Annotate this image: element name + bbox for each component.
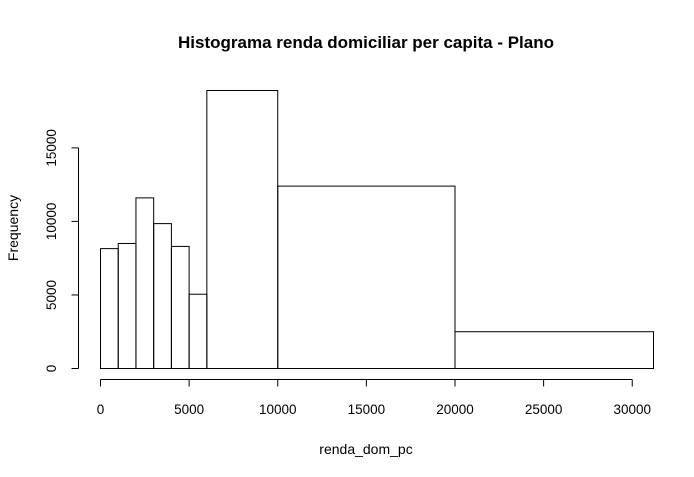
histogram-bar	[277, 185, 456, 369]
x-axis: 0 5000 10000 15000 20000 25000 30000	[97, 379, 651, 417]
x-tick-label: 5000	[174, 402, 204, 417]
histogram-bar	[100, 248, 119, 369]
histogram-bar	[153, 223, 172, 369]
x-tick-label: 20000	[436, 402, 474, 417]
histogram-bar	[170, 245, 190, 369]
histogram-bar	[188, 293, 208, 369]
y-tick-label: 5000	[44, 280, 59, 310]
y-tick-label: 0	[44, 365, 59, 373]
histogram-bars	[100, 90, 654, 369]
y-tick-label: 10000	[44, 203, 59, 241]
x-tick-label: 25000	[525, 402, 563, 417]
y-axis: 0 5000 10000 15000	[44, 129, 79, 372]
x-tick-label: 30000	[613, 402, 651, 417]
histogram-bar	[117, 242, 137, 369]
histogram-bar	[454, 331, 654, 369]
x-tick-label: 0	[97, 402, 105, 417]
histogram-bar	[135, 197, 155, 369]
x-tick-label: 15000	[348, 402, 386, 417]
y-tick-label: 15000	[44, 129, 59, 167]
histogram-bar	[206, 90, 279, 369]
x-tick-label: 10000	[259, 402, 297, 417]
y-axis-label: Frequency	[5, 195, 21, 261]
x-axis-label: renda_dom_pc	[319, 441, 412, 457]
chart-title: Histograma renda domiciliar per capita -…	[178, 33, 554, 52]
